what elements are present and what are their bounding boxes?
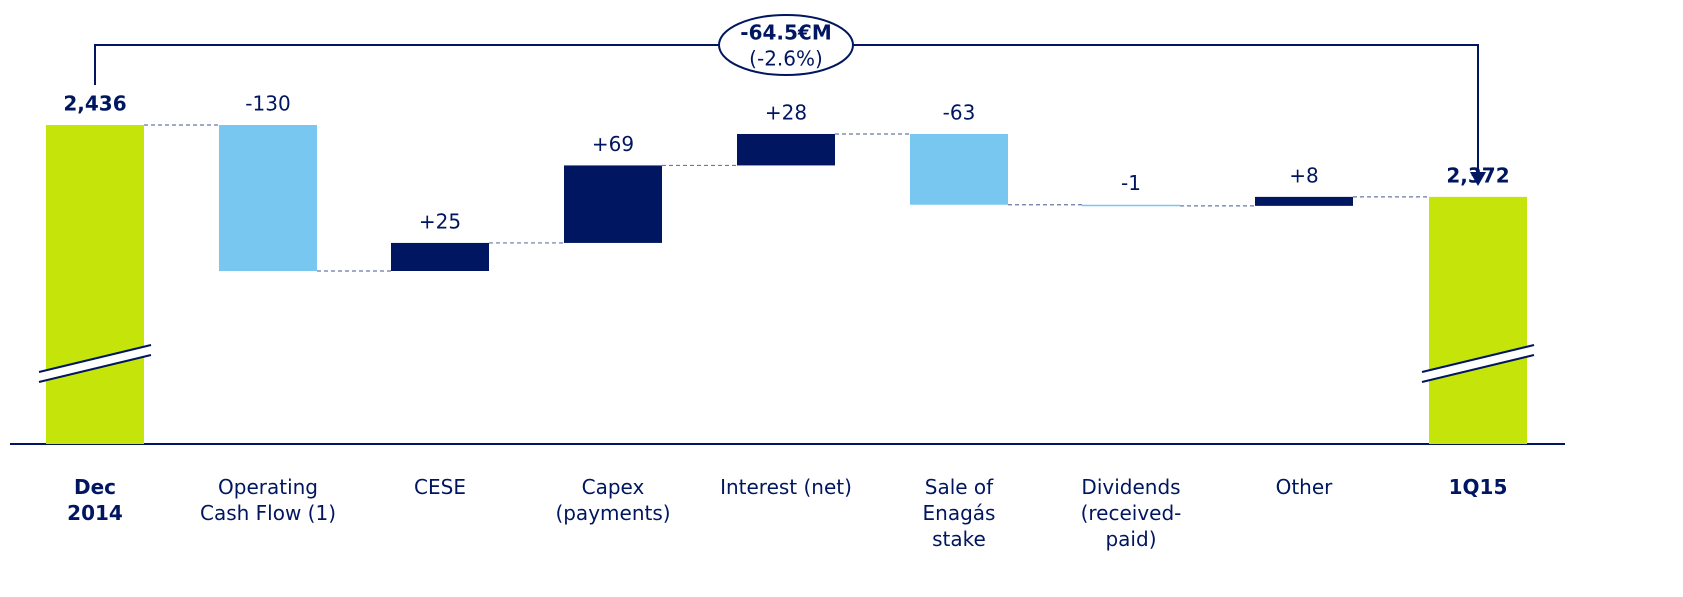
bar: [219, 125, 317, 271]
category-label: Interest (net): [720, 475, 852, 499]
value-label: +8: [1289, 163, 1318, 187]
axis-break-line: [1421, 354, 1535, 383]
axis-break-line: [1421, 344, 1535, 373]
bar: [1255, 196, 1353, 206]
bar: [564, 165, 662, 243]
bar: [391, 242, 489, 271]
category-label: Dec 2014: [67, 475, 123, 525]
change-bubble: [718, 14, 854, 76]
category-label: 1Q15: [1448, 475, 1508, 499]
bar: [737, 133, 835, 166]
category-label: Operating Cash Flow (1): [199, 475, 336, 525]
axis-break-line: [38, 344, 152, 373]
value-label: +69: [592, 132, 634, 156]
bar: [46, 125, 144, 444]
axis-break: [39, 345, 151, 382]
value-label: +28: [765, 100, 807, 124]
axis-break: [1422, 345, 1534, 382]
value-label: -130: [245, 92, 290, 116]
change-percent: (-2.6%): [749, 47, 823, 71]
value-label: 2,372: [1446, 163, 1509, 187]
category-label: Capex (payments): [555, 475, 671, 525]
bar: [1429, 196, 1527, 444]
bar: [1082, 204, 1180, 207]
category-label: Dividends (received-paid): [1080, 475, 1182, 551]
category-label: Sale of Enagás stake: [922, 475, 996, 551]
category-label: CESE: [414, 475, 466, 499]
category-label: Other: [1275, 475, 1333, 499]
arrow-head: [1470, 172, 1486, 186]
bar: [910, 133, 1008, 205]
value-label: -63: [943, 100, 976, 124]
value-label: -1: [1121, 171, 1141, 195]
value-label: +25: [419, 209, 461, 233]
axis-break-line: [38, 354, 152, 383]
change-label: -64.5€M: [740, 21, 831, 45]
value-label: 2,436: [63, 92, 126, 116]
